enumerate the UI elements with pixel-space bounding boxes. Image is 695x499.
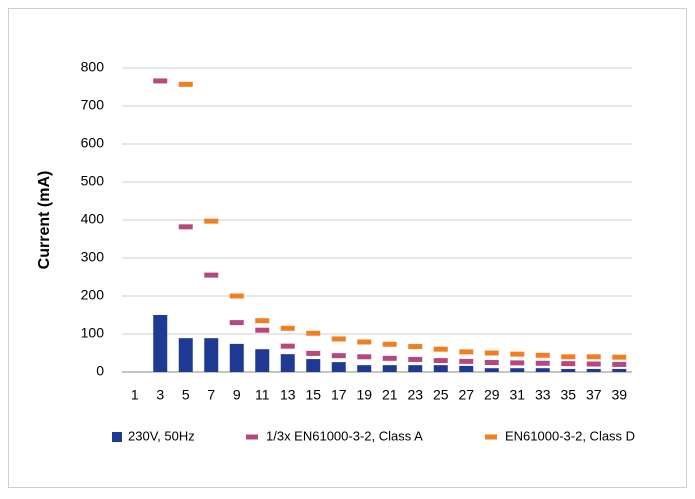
x-tick-label: 29: [484, 387, 500, 403]
bar: [229, 343, 244, 372]
bar: [255, 349, 270, 372]
y-tick-label: 300: [81, 249, 105, 265]
dash-marker: [459, 349, 474, 355]
dash-marker: [382, 341, 397, 347]
dash-marker: [306, 350, 321, 356]
y-tick-label: 100: [81, 325, 105, 341]
x-tick-label: 7: [207, 387, 215, 403]
dash-marker: [484, 350, 499, 356]
bar: [204, 338, 219, 372]
dash-marker: [459, 358, 474, 364]
x-tick-label: 9: [233, 387, 241, 403]
bar: [178, 338, 193, 372]
dash-marker: [510, 351, 525, 357]
y-tick-label: 700: [81, 97, 105, 113]
dash-marker: [229, 293, 244, 299]
dash-marker: [280, 325, 295, 331]
bar: [510, 368, 525, 372]
dash-marker: [433, 346, 448, 352]
dash-marker: [586, 354, 601, 360]
dash-marker: [586, 361, 601, 367]
dash-marker: [612, 361, 627, 367]
legend-swatch: [112, 432, 122, 442]
x-tick-label: 19: [356, 387, 372, 403]
x-tick-label: 39: [611, 387, 627, 403]
bar: [484, 368, 499, 372]
dash-marker: [510, 360, 525, 366]
dash-marker: [433, 358, 448, 364]
dash-marker: [229, 320, 244, 326]
x-tick-label: 11: [255, 387, 270, 403]
chart-frame: [8, 8, 687, 488]
dash-marker: [535, 360, 550, 366]
dash-marker: [331, 336, 346, 342]
x-tick-label: 21: [382, 387, 398, 403]
bar: [280, 354, 295, 372]
bar: [408, 365, 423, 372]
y-tick-label: 200: [81, 287, 105, 303]
dash-marker: [357, 354, 372, 360]
x-tick-label: 1: [131, 387, 139, 403]
dash-marker: [204, 218, 219, 224]
bar: [306, 359, 321, 372]
dash-marker: [331, 353, 346, 359]
dash-marker: [153, 78, 168, 84]
bar: [433, 365, 448, 372]
dash-marker: [255, 318, 270, 324]
y-axis-title: Current (mA): [36, 171, 53, 270]
dash-marker: [357, 339, 372, 345]
x-tick-label: 23: [407, 387, 423, 403]
dash-marker: [408, 344, 423, 350]
dash-marker: [178, 224, 193, 230]
dash-marker: [204, 272, 219, 278]
bar: [586, 368, 601, 372]
x-tick-label: 33: [535, 387, 551, 403]
legend-swatch: [485, 434, 497, 440]
x-tick-label: 25: [433, 387, 449, 403]
x-tick-label: 15: [305, 387, 321, 403]
legend-label: 1/3x EN61000-3-2, Class A: [266, 428, 423, 443]
x-tick-label: 3: [156, 387, 164, 403]
legend-swatch: [246, 434, 258, 440]
bar: [459, 365, 474, 372]
x-tick-label: 17: [331, 387, 347, 403]
dash-marker: [280, 343, 295, 349]
x-tick-label: 27: [458, 387, 474, 403]
dash-marker: [561, 354, 576, 360]
bar: [382, 365, 397, 372]
y-tick-label: 600: [81, 135, 105, 151]
dash-marker: [612, 354, 627, 360]
bar: [153, 315, 168, 372]
dash-marker: [408, 356, 423, 362]
dash-marker: [561, 361, 576, 367]
x-tick-label: 31: [509, 387, 525, 403]
dash-marker: [382, 355, 397, 361]
bar: [331, 362, 346, 372]
x-tick-label: 13: [280, 387, 296, 403]
dash-marker: [484, 360, 499, 365]
dash-marker: [306, 330, 321, 336]
bar: [357, 365, 372, 372]
bar: [561, 368, 576, 372]
x-tick-label: 5: [182, 387, 190, 403]
y-tick-label: 400: [81, 211, 105, 227]
x-tick-label: 35: [560, 387, 576, 403]
dash-marker: [535, 352, 550, 358]
bar: [612, 368, 627, 372]
y-tick-label: 0: [96, 363, 104, 379]
legend-label: 230V, 50Hz: [128, 428, 195, 443]
x-tick-label: 37: [586, 387, 602, 403]
legend-label: EN61000-3-2, Class D: [505, 428, 635, 443]
y-tick-label: 800: [81, 59, 105, 75]
dash-marker: [178, 81, 193, 87]
dash-marker: [255, 327, 270, 333]
y-tick-label: 500: [81, 173, 105, 189]
bar: [535, 368, 550, 372]
